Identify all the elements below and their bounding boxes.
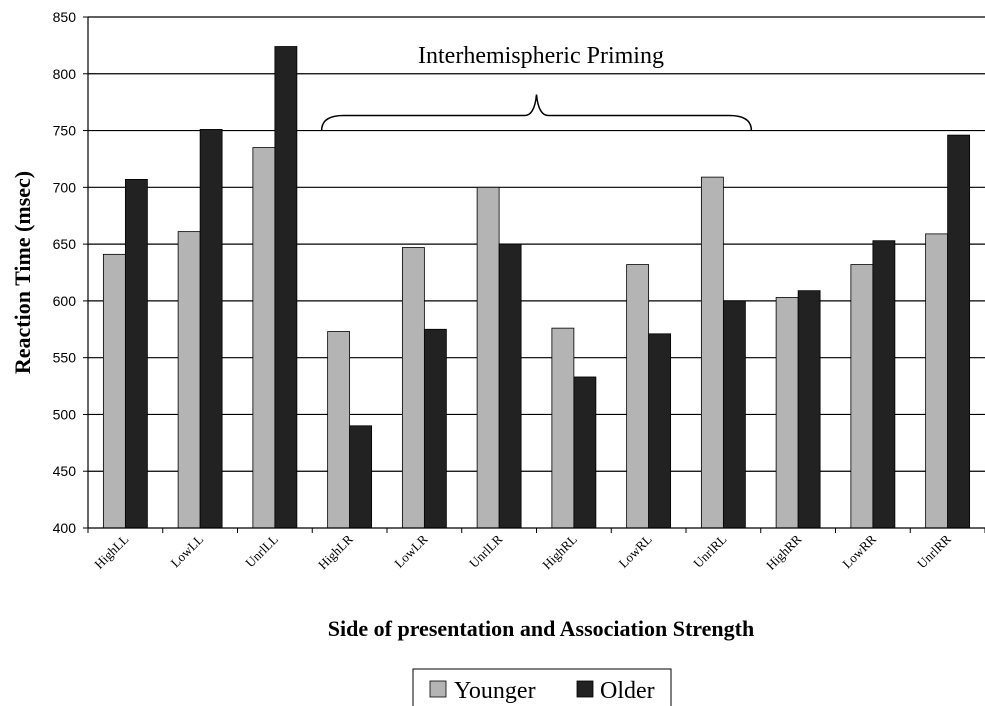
bar-older-highll (124, 178, 148, 529)
x-tick-label: LowLR (391, 531, 430, 570)
y-tick-label: 750 (53, 123, 77, 139)
x-tick-labels: HighLL LowLL UnrlLL HighLR LowLR UnrlLR HighRL… (91, 531, 954, 572)
x-tick-label: HighLR (315, 531, 356, 572)
bar-older-lowrr (872, 240, 896, 529)
legend: Younger Older (412, 668, 672, 706)
y-tick-label: 800 (53, 66, 77, 82)
legend-label-older: Older (600, 678, 655, 704)
bar-younger-lowll (177, 231, 201, 529)
bar-younger-unrlrr (925, 233, 949, 529)
bar-older-unrlrr (947, 134, 971, 529)
x-axis-title: Side of presentation and Association Str… (328, 616, 754, 641)
axes (83, 16, 985, 533)
bar-older-unrlll (274, 46, 298, 529)
bar-younger-unrllr (476, 186, 500, 529)
bar-older-lowll (199, 129, 223, 529)
bar-younger-highlr (327, 331, 351, 529)
x-tick-label: LowRR (839, 531, 879, 571)
bar-younger-highrr (775, 297, 799, 529)
y-axis-title: Reaction Time (msec) (10, 171, 35, 374)
x-tick-label: LowLL (168, 531, 207, 570)
bar-younger-lowrr (850, 264, 874, 529)
bar-older-lowrl (648, 333, 672, 529)
gridlines (88, 16, 985, 472)
bars (102, 46, 971, 529)
bar-older-unrllr (498, 243, 522, 529)
bar-older-unrlrl (722, 300, 746, 529)
annotation-brace (320, 94, 753, 131)
x-tick-label: UnrlRL (690, 531, 729, 570)
bar-younger-highrl (551, 327, 575, 529)
y-tick-label: 500 (53, 406, 77, 422)
bar-older-highrl (573, 376, 597, 529)
bar-older-lowlr (423, 328, 447, 529)
x-tick-label: HighRL (539, 531, 580, 572)
y-tick-label: 650 (53, 236, 77, 252)
y-tick-label: 400 (53, 520, 77, 536)
legend-swatch-younger (429, 680, 447, 698)
bar-younger-unrlrl (700, 176, 724, 529)
annotation-label: Interhemispheric Priming (418, 43, 664, 69)
bar-younger-lowrl (626, 264, 650, 529)
bar-younger-highll (102, 253, 126, 529)
x-tick-label: LowRL (616, 531, 655, 570)
y-tick-label: 850 (53, 9, 77, 25)
x-tick-label: HighRR (763, 531, 804, 572)
legend-label-younger: Younger (454, 678, 536, 704)
y-tick-label: 450 (53, 463, 77, 479)
legend-box (412, 668, 672, 706)
bar-younger-unrlll (252, 147, 276, 529)
bar-younger-lowlr (401, 247, 425, 529)
x-tick-label: UnrlLL (242, 531, 281, 570)
y-tick-label: 550 (53, 350, 77, 366)
x-tick-label: UnrlLR (466, 531, 505, 570)
y-tick-labels: 400 450 500 550 600 650 700 750 800 850 (53, 9, 77, 536)
legend-swatch-older (576, 680, 594, 698)
bar-older-highlr (349, 425, 373, 529)
y-tick-label: 600 (53, 293, 77, 309)
x-tick-label: HighLL (91, 531, 131, 571)
y-tick-label: 700 (53, 179, 77, 195)
x-tick-label: UnrlRR (914, 531, 954, 571)
bar-older-highrr (797, 290, 821, 529)
